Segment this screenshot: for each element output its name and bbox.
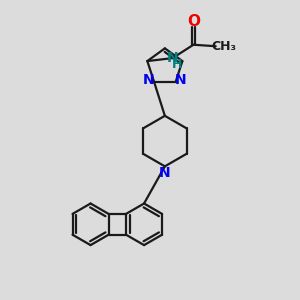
Text: H: H	[172, 58, 182, 71]
Text: CH₃: CH₃	[212, 40, 236, 53]
Text: N: N	[175, 73, 187, 87]
Text: N: N	[159, 166, 171, 180]
Text: O: O	[187, 14, 200, 29]
Text: N: N	[143, 73, 154, 87]
Text: N: N	[167, 51, 178, 65]
